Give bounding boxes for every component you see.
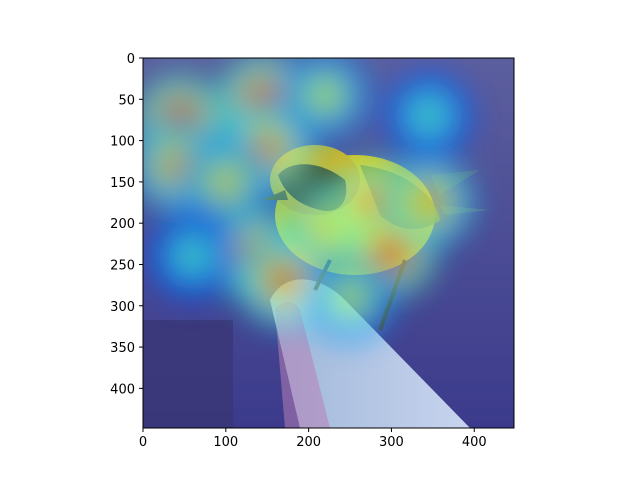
heat-blob-14 [147, 210, 239, 302]
heat-blob-13 [383, 70, 475, 162]
y-tick-label: 50 [118, 93, 135, 108]
heat-layer [143, 58, 475, 344]
heat-blob-ring [336, 283, 364, 312]
heat-blob-ring [311, 81, 339, 109]
heat-blob-ring [377, 238, 406, 266]
y-tick-label: 400 [110, 382, 135, 397]
heat-blob-ring [415, 102, 443, 130]
heat-blob-12 [279, 58, 371, 141]
heat-blob-ring [212, 168, 240, 196]
x-tick-label: 400 [462, 435, 487, 450]
y-axis: 0 50 100 150 200 250 300 350 400 [110, 52, 143, 397]
x-tick-label: 100 [213, 435, 238, 450]
y-tick-label: 150 [110, 176, 135, 191]
photo-shadow-left [143, 320, 233, 428]
heat-blob-10 [383, 156, 475, 249]
y-tick-label: 300 [110, 300, 135, 315]
y-tick-label: 200 [110, 217, 135, 232]
heat-blob-4 [180, 136, 272, 228]
heat-blob-ring [179, 242, 207, 270]
axes-frame [142, 57, 515, 429]
branch-front-shape [275, 301, 330, 428]
y-tick-label: 0 [127, 52, 135, 67]
y-tick-label: 250 [110, 258, 135, 273]
plot-area [143, 58, 514, 428]
y-tick-label: 100 [110, 135, 135, 150]
x-tick-label: 0 [139, 435, 147, 450]
heat-blob-ring [270, 267, 298, 295]
heat-blob-11 [304, 251, 396, 344]
y-tick-label: 350 [110, 341, 135, 356]
x-axis: 0 100 200 300 400 [139, 428, 487, 450]
x-tick-label: 200 [296, 435, 321, 450]
x-tick-label: 300 [379, 435, 404, 450]
heat-blob-ring [415, 188, 443, 217]
